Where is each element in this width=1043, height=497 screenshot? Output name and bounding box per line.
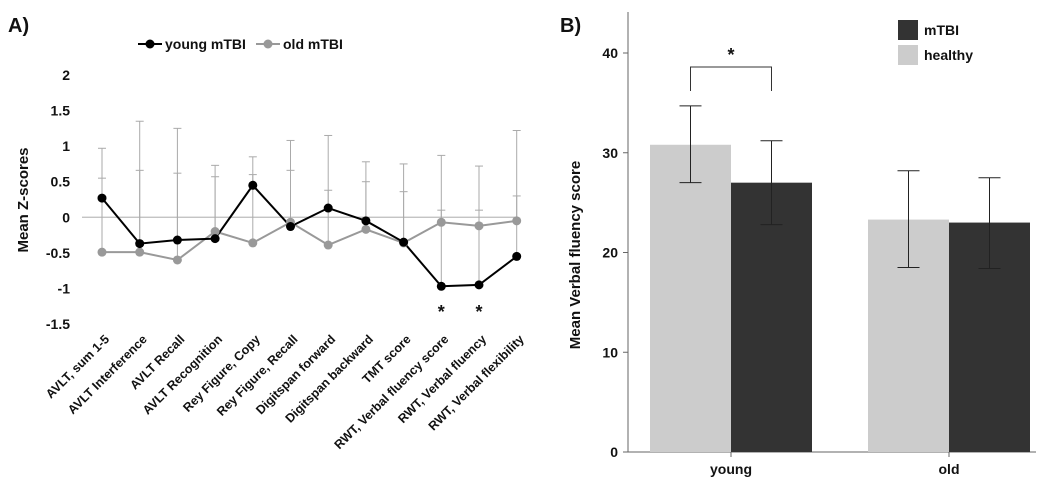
- panel-a-y-tick-0: 2: [62, 67, 70, 83]
- panel-a-point-0-3: [210, 234, 220, 244]
- panel-a-point-0-9: [436, 281, 446, 291]
- panel-a-significance-star-0: *: [438, 302, 445, 322]
- panel-a-legend-marker-0: [145, 39, 155, 49]
- panel-b-bar-0-0: [650, 144, 731, 452]
- panel-a-series-lines: [101, 183, 518, 288]
- panel-b-legend-label-0: mTBI: [924, 22, 959, 38]
- panel-a-point-1-1: [135, 247, 145, 257]
- panel-b-y-tick-3: 30: [602, 145, 618, 161]
- panel-a-label: A): [8, 15, 29, 37]
- panel-a-y-tick-1: 1.5: [51, 103, 71, 119]
- panel-a-point-1-9: [436, 217, 446, 227]
- panel-a-point-0-8: [399, 237, 409, 247]
- panel-b-bar-chart: B) 0 10 20 30 40 young old mTBI healthy * Mean …: [560, 12, 1036, 477]
- panel-a-point-0-11: [512, 251, 522, 261]
- panel-a-y-tick-2: 1: [62, 138, 70, 154]
- panel-b-legend-label-1: healthy: [924, 47, 973, 63]
- panel-a-point-1-4: [248, 238, 258, 248]
- panel-a-line-chart: A) 21.510.50-0.5-1-1.5 * * AVLT, sum 1-5A…: [8, 15, 527, 452]
- panel-b-legend-swatch-1: [898, 45, 918, 65]
- panel-a-y-tick-6: -1: [58, 280, 71, 296]
- panel-a-point-0-4: [248, 180, 258, 190]
- panel-b-y-axis-label: Mean Verbal fluency score: [567, 161, 584, 349]
- panel-a-point-0-5: [286, 222, 295, 232]
- panel-b-x-tick-0: young: [710, 461, 752, 477]
- panel-b-y-tick-0: 0: [610, 444, 618, 460]
- panel-a-axes: 2 1.5 1 0.5 0 -0.5 -1 -1.5: [46, 67, 518, 332]
- panel-a-legend: young mTBI old mTBI: [138, 36, 343, 52]
- panel-a-point-0-7: [361, 216, 371, 226]
- panel-a-point-0-1: [135, 239, 145, 249]
- panel-b-significance-bracket: [690, 66, 772, 91]
- panel-a-y-tick-3: 0.5: [51, 174, 71, 190]
- panel-a-point-0-0: [97, 193, 107, 203]
- panel-a-point-0-6: [323, 203, 333, 213]
- panel-b-y-tick-2: 20: [602, 245, 618, 261]
- panel-a-legend-marker-1: [263, 39, 273, 49]
- panel-b-x-tick-1: old: [939, 461, 960, 477]
- panel-b-significance: *: [690, 45, 772, 91]
- panel-a-point-1-7: [361, 224, 371, 234]
- panel-a-significance-star-1: *: [475, 302, 482, 322]
- panel-b-legend-swatch-0: [898, 20, 918, 40]
- panel-a-point-1-6: [323, 240, 333, 250]
- panel-a-point-1-10: [474, 221, 484, 231]
- panel-a-point-1-2: [172, 255, 182, 265]
- panel-a-y-tick-5: -0.5: [46, 245, 70, 261]
- panel-b-label: B): [560, 15, 581, 37]
- panel-a-point-0-10: [474, 280, 484, 290]
- panel-a-points: * *: [97, 180, 522, 322]
- panel-a-y-tick-7: -1.5: [46, 316, 70, 332]
- panel-b-bars: [650, 144, 1030, 453]
- panel-a-point-1-3: [210, 227, 220, 237]
- panel-b-bar-0-1: [731, 182, 812, 453]
- panel-a-point-0-2: [172, 235, 182, 245]
- panel-b-legend: mTBI healthy: [898, 20, 973, 65]
- panel-a-series-line-0: [101, 183, 518, 288]
- panel-b-error-bars: [679, 105, 1001, 269]
- panel-b-y-tick-4: 40: [602, 45, 618, 61]
- panel-a-legend-label-0: young mTBI: [165, 36, 246, 52]
- panel-a-y-axis-label: Mean Z-scores: [15, 147, 32, 252]
- panel-b-y-tick-1: 10: [602, 344, 618, 360]
- panel-b-significance-star: *: [727, 45, 734, 65]
- panel-a-point-1-11: [512, 216, 522, 226]
- panel-a-x-tick-0: AVLT, sum 1-5: [43, 332, 112, 401]
- panel-a-y-tick-4: 0: [62, 209, 70, 225]
- panel-a-series-line-1: [102, 219, 517, 262]
- panel-a-error-bars: [98, 120, 521, 287]
- panel-a-point-1-0: [97, 247, 107, 257]
- panel-a-legend-label-1: old mTBI: [283, 36, 343, 52]
